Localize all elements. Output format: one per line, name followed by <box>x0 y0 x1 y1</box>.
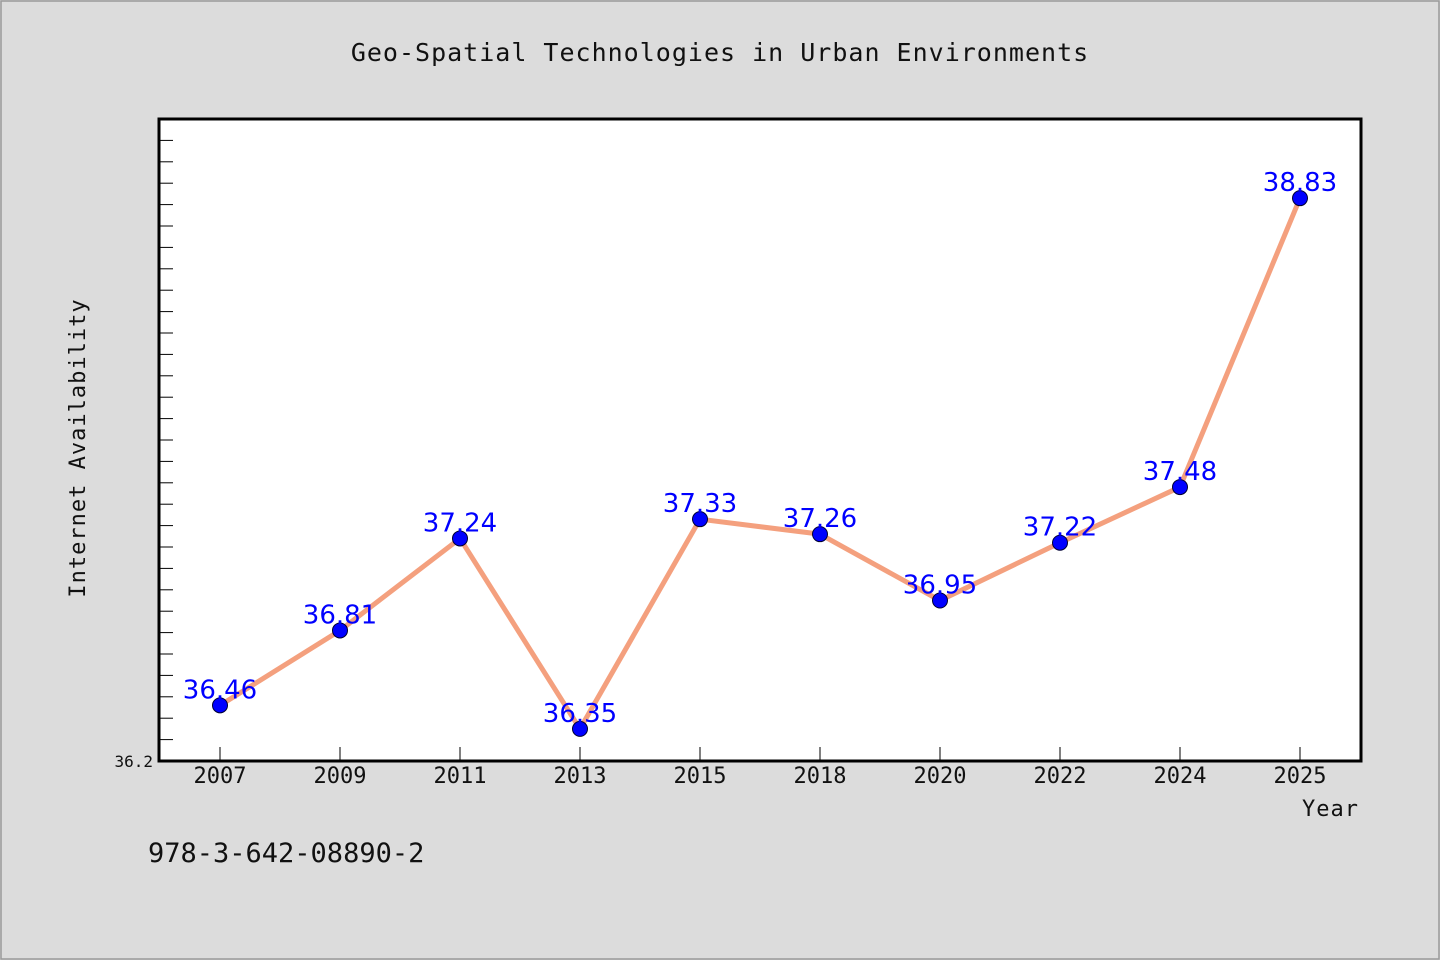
data-label: 37.48 <box>1143 457 1217 487</box>
data-label: 37.33 <box>663 489 737 519</box>
series-line <box>217 195 1303 732</box>
plot-area <box>157 117 1363 763</box>
data-label: 36.95 <box>903 571 977 601</box>
data-point <box>692 511 708 528</box>
data-point <box>1172 479 1188 496</box>
data-point <box>932 592 948 609</box>
data-point <box>1052 534 1068 551</box>
x-tick-label: 2018 <box>794 764 847 789</box>
footnote: 978-3-642-08890-2 <box>148 838 424 869</box>
data-label: 37.26 <box>783 504 857 534</box>
data-label: 37.22 <box>1023 513 1097 543</box>
x-tick-label: 2022 <box>1034 764 1087 789</box>
x-tick-label: 2024 <box>1154 764 1207 789</box>
x-tick-label: 2013 <box>554 764 607 789</box>
data-label: 38.83 <box>1263 168 1337 198</box>
data-point <box>1292 190 1308 207</box>
x-axis-label: Year <box>1302 797 1359 822</box>
data-label: 37.24 <box>423 508 497 538</box>
data-label: 36.35 <box>543 699 617 729</box>
data-label: 36.81 <box>303 600 377 630</box>
data-labels: 36.46 36.81 37.24 36.35 37.33 37.26 36.95 37.22… <box>183 168 1337 729</box>
y-axis-ticks: 36.2 <box>114 139 173 771</box>
x-axis-ticks: 2007 2009 2011 2013 2015 2018 2020 2022 2024 2025 <box>194 747 1327 789</box>
data-markers <box>212 190 1308 737</box>
x-tick-label: 2011 <box>434 764 487 789</box>
x-tick-label: 2007 <box>194 764 247 789</box>
data-point <box>572 720 588 737</box>
data-point <box>452 530 468 547</box>
data-point <box>332 622 348 639</box>
y-axis-label: Internet Availability <box>66 298 91 597</box>
x-tick-label: 2009 <box>314 764 367 789</box>
chart-title: Geo-Spatial Technologies in Urban Enviro… <box>351 38 1089 67</box>
data-point <box>212 697 228 714</box>
x-tick-label: 2015 <box>674 764 727 789</box>
data-label: 36.46 <box>183 675 257 705</box>
y-tick-label: 36.2 <box>114 752 153 771</box>
x-tick-label: 2025 <box>1274 764 1327 789</box>
x-tick-label: 2020 <box>914 764 967 789</box>
data-point <box>812 526 828 543</box>
